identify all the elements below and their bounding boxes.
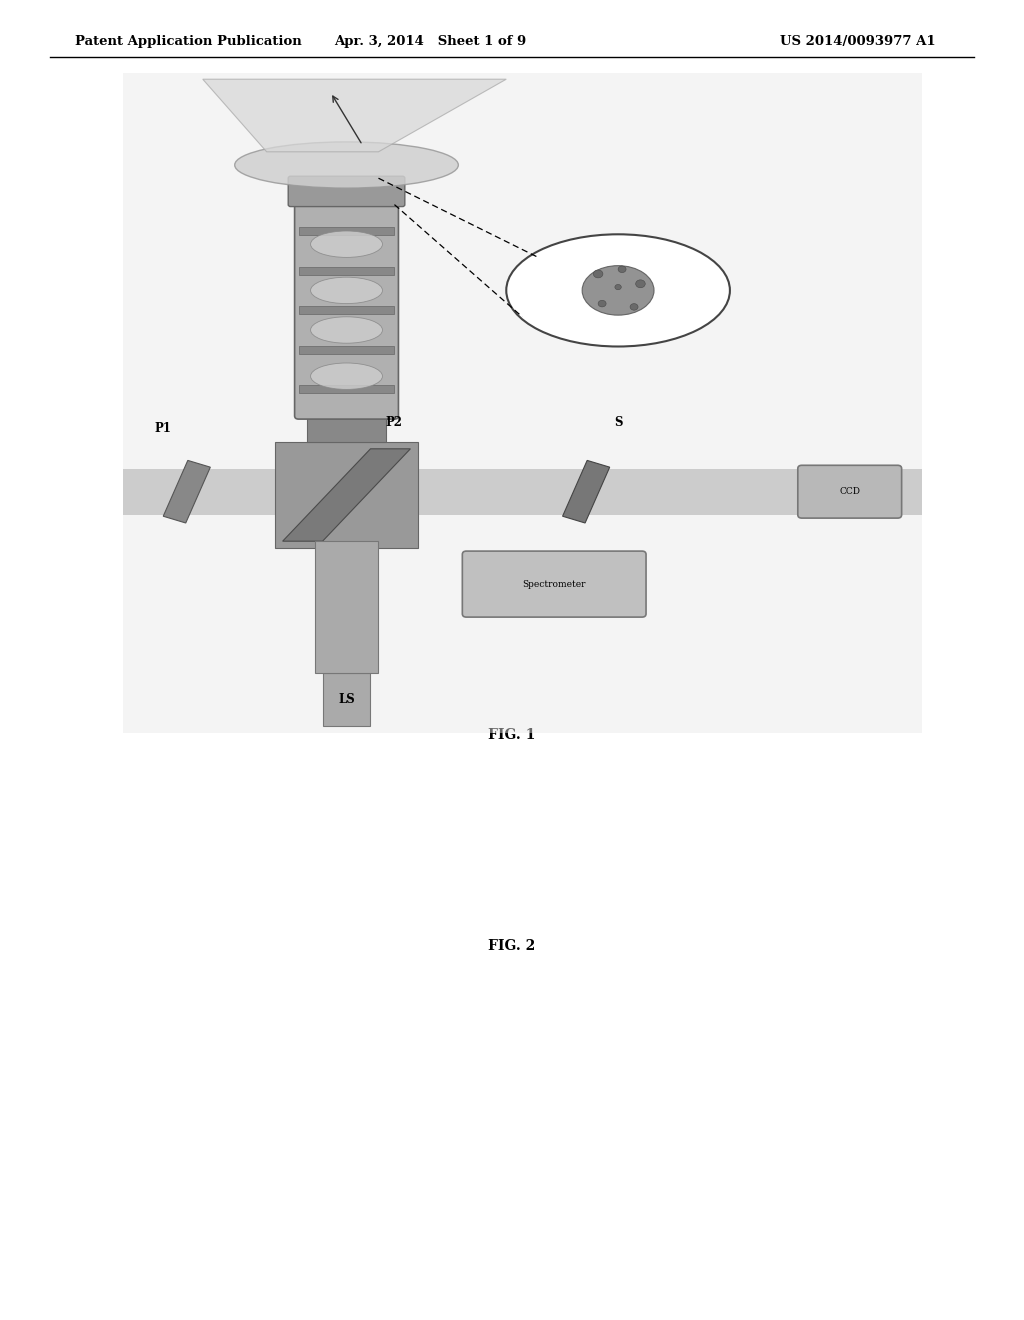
- Ellipse shape: [534, 816, 646, 866]
- Ellipse shape: [542, 874, 639, 916]
- Text: FIG. 1: FIG. 1: [488, 729, 536, 742]
- Text: P2: P2: [386, 416, 403, 429]
- Text: FIG. 2: FIG. 2: [488, 939, 536, 953]
- Ellipse shape: [663, 816, 776, 866]
- Bar: [323, 673, 371, 726]
- Polygon shape: [203, 79, 506, 152]
- Ellipse shape: [310, 317, 383, 343]
- Ellipse shape: [310, 277, 383, 304]
- Bar: [299, 346, 394, 354]
- Polygon shape: [562, 461, 609, 523]
- Ellipse shape: [577, 888, 603, 902]
- Ellipse shape: [636, 280, 645, 288]
- Ellipse shape: [593, 269, 603, 277]
- Ellipse shape: [614, 284, 622, 290]
- Bar: [314, 541, 379, 673]
- Text: US 2014/0093977 A1: US 2014/0093977 A1: [780, 36, 936, 49]
- Ellipse shape: [582, 265, 654, 315]
- Ellipse shape: [160, 845, 207, 891]
- Ellipse shape: [598, 300, 606, 306]
- Ellipse shape: [707, 888, 732, 902]
- Ellipse shape: [671, 874, 768, 916]
- FancyBboxPatch shape: [288, 176, 404, 206]
- Ellipse shape: [693, 829, 745, 853]
- Text: b.: b.: [525, 820, 537, 829]
- Text: S: S: [613, 416, 623, 429]
- Text: Spectrometer: Spectrometer: [522, 579, 586, 589]
- Ellipse shape: [697, 884, 741, 904]
- Polygon shape: [163, 461, 210, 523]
- Ellipse shape: [310, 363, 383, 389]
- Bar: [299, 385, 394, 393]
- Ellipse shape: [836, 888, 862, 902]
- Text: P1: P1: [155, 422, 171, 436]
- Text: Apr. 3, 2014   Sheet 1 of 9: Apr. 3, 2014 Sheet 1 of 9: [334, 36, 526, 49]
- Ellipse shape: [263, 832, 336, 904]
- Ellipse shape: [168, 853, 199, 883]
- Ellipse shape: [685, 879, 754, 909]
- Ellipse shape: [234, 143, 459, 187]
- Ellipse shape: [567, 884, 612, 904]
- Ellipse shape: [563, 829, 616, 853]
- Ellipse shape: [793, 816, 905, 866]
- Ellipse shape: [146, 832, 219, 904]
- Bar: [299, 306, 394, 314]
- Ellipse shape: [310, 231, 383, 257]
- Ellipse shape: [550, 824, 631, 859]
- Ellipse shape: [834, 834, 864, 849]
- Bar: [299, 267, 394, 275]
- Bar: [123, 469, 922, 515]
- Ellipse shape: [392, 845, 439, 891]
- Ellipse shape: [574, 834, 605, 849]
- Text: a.: a.: [125, 820, 135, 829]
- FancyBboxPatch shape: [295, 201, 398, 418]
- FancyBboxPatch shape: [463, 552, 646, 618]
- Ellipse shape: [380, 832, 453, 904]
- Ellipse shape: [284, 853, 315, 883]
- Ellipse shape: [705, 834, 734, 849]
- Ellipse shape: [814, 879, 883, 909]
- Text: LS: LS: [338, 693, 355, 706]
- Bar: [274, 442, 419, 548]
- Text: CCD: CCD: [840, 487, 860, 496]
- FancyBboxPatch shape: [798, 465, 902, 517]
- Ellipse shape: [826, 884, 871, 904]
- Polygon shape: [283, 449, 411, 541]
- Ellipse shape: [407, 859, 425, 876]
- Bar: [306, 416, 386, 442]
- Ellipse shape: [808, 824, 889, 859]
- Ellipse shape: [618, 267, 626, 272]
- Bar: [299, 227, 394, 235]
- Ellipse shape: [506, 235, 730, 346]
- Ellipse shape: [556, 879, 625, 909]
- Ellipse shape: [679, 824, 760, 859]
- Ellipse shape: [801, 874, 897, 916]
- Ellipse shape: [400, 853, 431, 883]
- Ellipse shape: [630, 304, 638, 310]
- Ellipse shape: [291, 859, 308, 876]
- Text: Patent Application Publication: Patent Application Publication: [75, 36, 302, 49]
- Ellipse shape: [822, 829, 876, 853]
- Ellipse shape: [275, 845, 324, 891]
- Ellipse shape: [174, 859, 193, 876]
